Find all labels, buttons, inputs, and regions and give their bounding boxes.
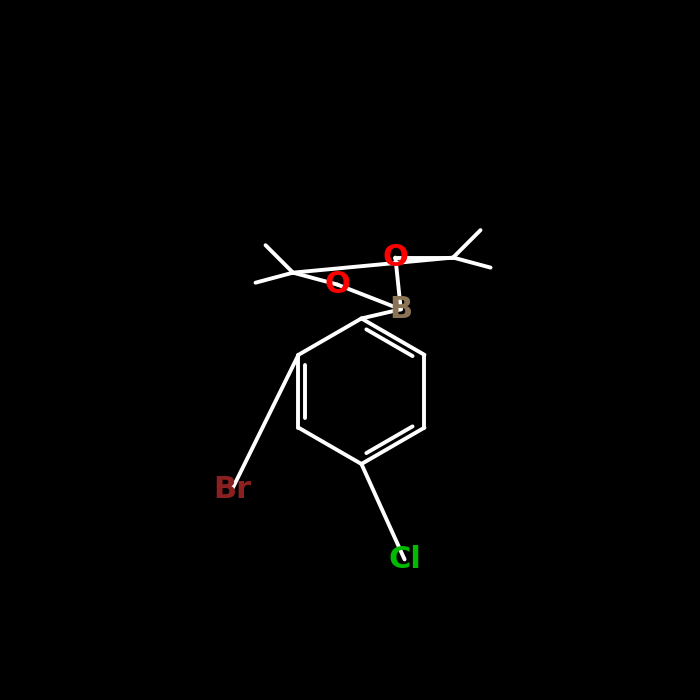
Text: O: O	[382, 243, 408, 272]
Text: B: B	[389, 295, 412, 324]
Text: Cl: Cl	[388, 545, 421, 574]
Text: Br: Br	[213, 475, 251, 504]
Text: O: O	[324, 270, 350, 299]
